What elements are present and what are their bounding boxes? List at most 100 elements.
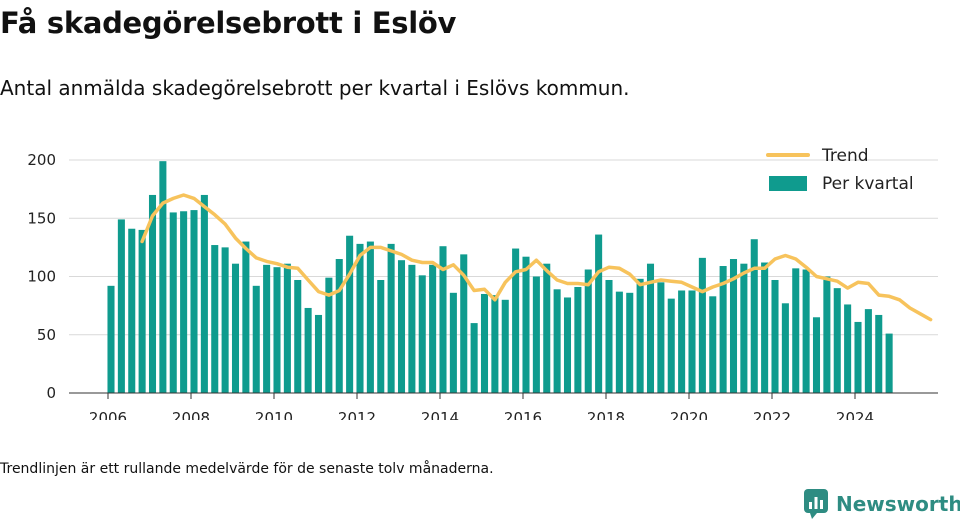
- axes: 0 50 100 150 200 2006 2008 2010 2012 2014 2016 2018…: [27, 151, 938, 420]
- bar: [408, 264, 416, 393]
- y-tick-label: 0: [46, 384, 56, 402]
- bar: [522, 256, 530, 393]
- bar: [200, 194, 208, 393]
- bar: [418, 275, 426, 393]
- x-tick-label: 2008: [172, 409, 210, 420]
- trend-line: [140, 193, 933, 322]
- bar: [231, 263, 240, 393]
- bar: [698, 257, 706, 393]
- bar: [180, 211, 188, 393]
- x-tick-label: 2014: [421, 409, 459, 420]
- bar: [263, 264, 271, 393]
- bar: [273, 267, 281, 393]
- bar: [823, 276, 831, 393]
- bar: [812, 317, 821, 393]
- x-tick-label: 2016: [504, 409, 542, 420]
- bar: [242, 241, 250, 393]
- bar: [595, 234, 603, 393]
- chart-title: Få skadegörelsebrott i Eslöv: [0, 6, 457, 40]
- bar: [605, 279, 613, 393]
- bar: [750, 239, 758, 393]
- bar: [563, 297, 572, 393]
- y-tick-label: 50: [37, 326, 56, 344]
- bar: [709, 296, 717, 393]
- bar: [584, 269, 592, 393]
- chart-area: 0 50 100 150 200 2006 2008 2010 2012 2014 2016 2018…: [27, 146, 938, 420]
- bar: [190, 210, 198, 393]
- bar: [377, 279, 385, 393]
- bar: [397, 260, 406, 393]
- bar: [148, 194, 157, 393]
- bar-series: [107, 161, 893, 393]
- bar: [294, 279, 302, 393]
- bar: [491, 295, 499, 393]
- bar: [107, 285, 115, 393]
- bar: [657, 282, 665, 393]
- bar: [636, 278, 644, 393]
- bar: [532, 276, 540, 393]
- brand-logo: Newsworthy: [804, 488, 960, 520]
- bar: [844, 304, 852, 393]
- x-tick-label: 2020: [670, 409, 708, 420]
- x-tick-label: 2024: [836, 409, 874, 420]
- bar: [169, 212, 177, 393]
- bar: [875, 314, 883, 393]
- trend-series: [140, 193, 933, 322]
- bar: [678, 290, 686, 393]
- bar: [667, 298, 675, 393]
- bar: [885, 333, 893, 393]
- footnote: Trendlinjen är ett rullande medelvärde f…: [0, 461, 494, 477]
- bar: [346, 235, 354, 393]
- bar: [719, 266, 727, 393]
- newsworthy-logo-icon: [804, 489, 828, 519]
- bar: [449, 292, 457, 393]
- legend: Trend Per kvartal: [766, 146, 914, 194]
- bar: [283, 263, 291, 393]
- bar: [325, 277, 333, 393]
- x-tick-label: 2010: [255, 409, 293, 420]
- bar: [792, 268, 800, 393]
- bar: [688, 290, 696, 393]
- bar: [429, 264, 437, 393]
- legend-trend-label: Trend: [821, 146, 869, 166]
- bar: [802, 269, 810, 393]
- bar: [553, 289, 561, 393]
- x-tick-label: 2006: [89, 409, 127, 420]
- bar: [221, 247, 229, 393]
- bar: [864, 309, 872, 393]
- bar: [470, 323, 478, 393]
- bar: [480, 293, 489, 393]
- bar: [252, 285, 260, 393]
- y-tick-label: 200: [27, 151, 56, 169]
- bar: [771, 279, 779, 393]
- bar: [439, 246, 447, 393]
- bar: [211, 245, 219, 393]
- bar: [854, 321, 862, 393]
- bar: [512, 248, 520, 393]
- bar: [387, 243, 395, 393]
- bar: [304, 307, 312, 393]
- bar: [117, 219, 125, 393]
- y-tick-label: 100: [27, 268, 56, 286]
- bar: [761, 262, 769, 393]
- bar: [626, 292, 634, 393]
- y-tick-label: 150: [27, 209, 56, 227]
- x-tick-label: 2012: [338, 409, 376, 420]
- legend-bar-label: Per kvartal: [822, 174, 914, 194]
- bar: [574, 286, 582, 393]
- bar: [740, 263, 748, 393]
- bar: [314, 314, 323, 393]
- bar: [501, 299, 509, 393]
- bar: [335, 259, 343, 393]
- bar: [356, 243, 364, 393]
- bar: [366, 241, 374, 393]
- legend-bar-swatch: [769, 176, 807, 191]
- brand-name: Newsworthy: [836, 492, 960, 516]
- bar: [543, 263, 551, 393]
- bar: [781, 303, 789, 393]
- x-tick-label: 2022: [753, 409, 791, 420]
- bar: [460, 254, 468, 393]
- bar: [729, 259, 738, 393]
- bar: [128, 228, 136, 393]
- bar: [646, 263, 655, 393]
